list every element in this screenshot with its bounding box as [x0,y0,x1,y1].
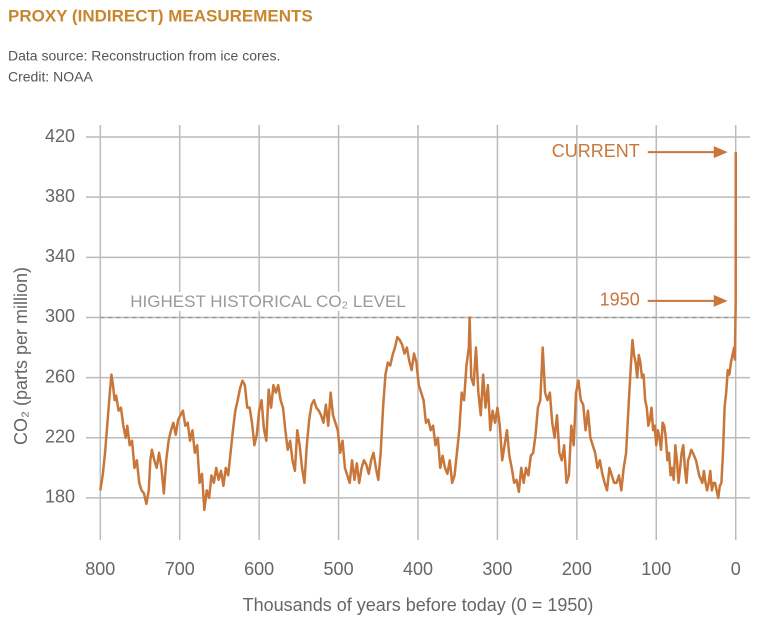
x-tick-label: 800 [85,559,115,579]
x-tick-label: 500 [324,559,354,579]
x-tick-label: 0 [731,559,741,579]
reference-line-label: HIGHEST HISTORICAL CO₂ LEVEL [130,292,406,311]
x-tick-label: 300 [482,559,512,579]
x-tick-label: 400 [403,559,433,579]
y-tick-label: 180 [45,487,75,507]
y-tick-label: 420 [45,126,75,146]
x-tick-label: 100 [641,559,671,579]
y-axis-label: CO₂ (parts per million) [11,267,31,445]
annotation-arrowhead [713,146,728,159]
annotation-label: CURRENT [552,141,640,161]
y-tick-label: 220 [45,427,75,447]
chart-subtitle: Credit: NOAA [8,69,93,85]
chart-subtitle: Data source: Reconstruction from ice cor… [8,48,280,64]
y-tick-label: 380 [45,186,75,206]
label-background [127,291,409,311]
x-tick-label: 200 [562,559,592,579]
y-tick-label: 300 [45,306,75,326]
x-tick-label: 600 [244,559,274,579]
annotation-arrowhead [713,294,728,307]
data-line [99,152,738,512]
annotation-label: 1950 [600,290,640,310]
x-tick-label: 700 [165,559,195,579]
y-tick-label: 260 [45,366,75,386]
chart-title: PROXY (INDIRECT) MEASUREMENTS [8,6,313,25]
y-tick-label: 340 [45,246,75,266]
x-axis-label: Thousands of years before today (0 = 195… [243,595,594,615]
